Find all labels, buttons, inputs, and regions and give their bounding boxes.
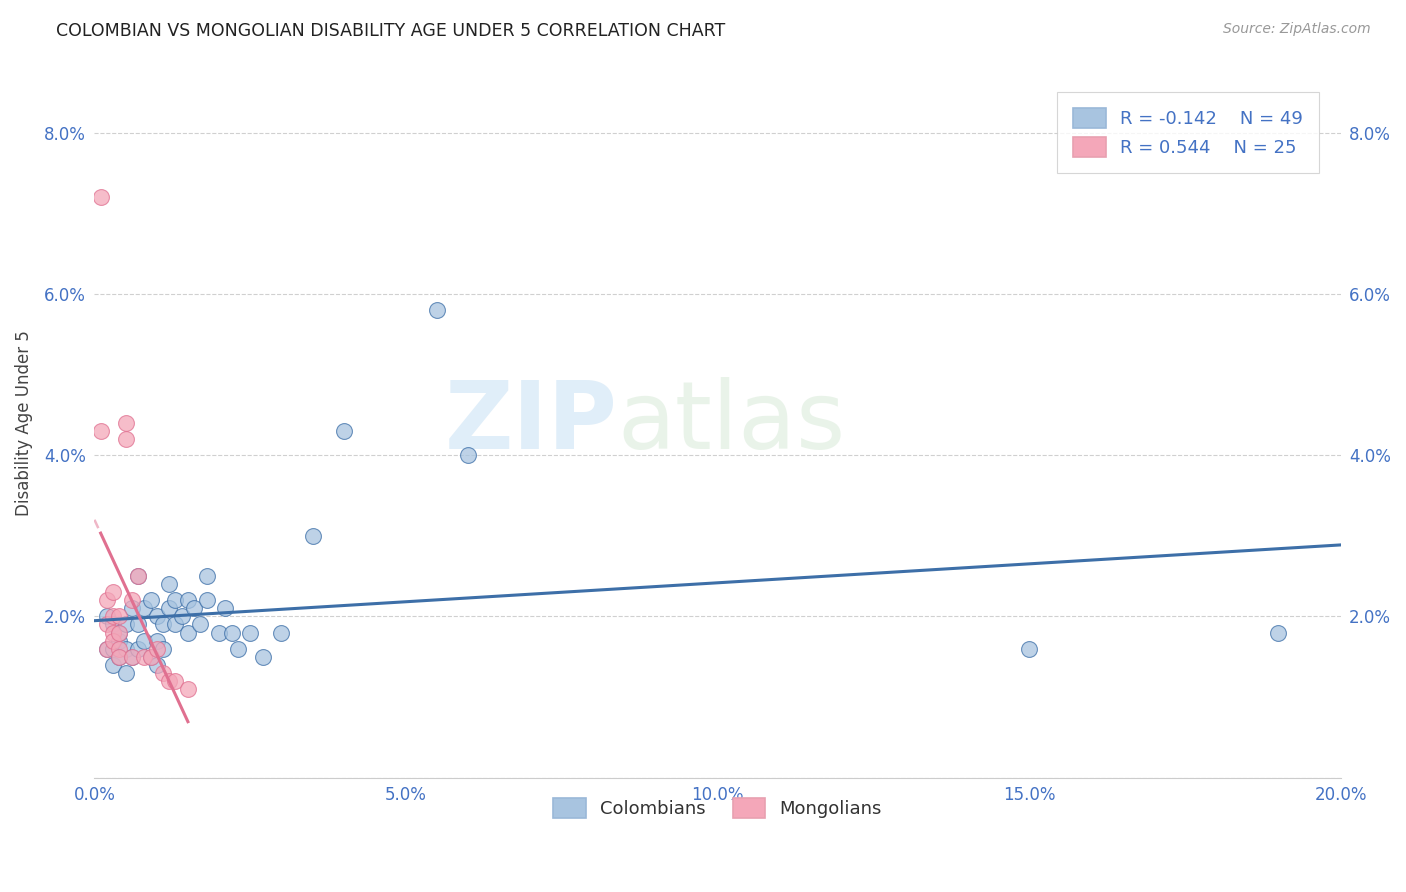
Point bbox=[195, 569, 218, 583]
Point bbox=[101, 585, 124, 599]
Point bbox=[127, 617, 149, 632]
Point bbox=[301, 529, 323, 543]
Point bbox=[157, 601, 180, 615]
Y-axis label: Disability Age Under 5: Disability Age Under 5 bbox=[15, 330, 32, 516]
Point bbox=[101, 609, 124, 624]
Point bbox=[139, 649, 162, 664]
Point bbox=[208, 625, 231, 640]
Point bbox=[145, 641, 167, 656]
Point bbox=[134, 601, 156, 615]
Point bbox=[108, 649, 131, 664]
Point bbox=[121, 593, 143, 607]
Point bbox=[96, 617, 118, 632]
Point bbox=[152, 665, 174, 680]
Point bbox=[127, 569, 149, 583]
Point bbox=[127, 569, 149, 583]
Point bbox=[134, 633, 156, 648]
Text: Source: ZipAtlas.com: Source: ZipAtlas.com bbox=[1223, 22, 1371, 37]
Point bbox=[221, 625, 243, 640]
Point bbox=[114, 617, 136, 632]
Point bbox=[177, 681, 200, 696]
Point bbox=[90, 424, 112, 438]
Point bbox=[96, 593, 118, 607]
Point bbox=[426, 303, 449, 318]
Point bbox=[108, 649, 131, 664]
Point bbox=[139, 593, 162, 607]
Point bbox=[190, 617, 212, 632]
Point bbox=[165, 593, 187, 607]
Point bbox=[101, 641, 124, 656]
Point bbox=[96, 609, 118, 624]
Point bbox=[170, 609, 193, 624]
Point bbox=[108, 633, 131, 648]
Point bbox=[183, 601, 205, 615]
Point bbox=[114, 432, 136, 446]
Point bbox=[114, 665, 136, 680]
Point bbox=[90, 190, 112, 204]
Point bbox=[134, 649, 156, 664]
Point bbox=[252, 649, 274, 664]
Point bbox=[108, 625, 131, 640]
Point bbox=[165, 617, 187, 632]
Point bbox=[114, 641, 136, 656]
Point bbox=[96, 641, 118, 656]
Point bbox=[96, 641, 118, 656]
Point bbox=[145, 609, 167, 624]
Point bbox=[1267, 625, 1289, 640]
Point bbox=[226, 641, 249, 656]
Point bbox=[101, 617, 124, 632]
Point bbox=[108, 641, 131, 656]
Point bbox=[114, 416, 136, 430]
Point bbox=[239, 625, 262, 640]
Text: COLOMBIAN VS MONGOLIAN DISABILITY AGE UNDER 5 CORRELATION CHART: COLOMBIAN VS MONGOLIAN DISABILITY AGE UN… bbox=[56, 22, 725, 40]
Point bbox=[121, 601, 143, 615]
Text: ZIP: ZIP bbox=[444, 377, 617, 469]
Point bbox=[152, 617, 174, 632]
Point bbox=[108, 625, 131, 640]
Point bbox=[332, 424, 354, 438]
Point bbox=[177, 593, 200, 607]
Point bbox=[270, 625, 292, 640]
Point bbox=[108, 609, 131, 624]
Legend: Colombians, Mongolians: Colombians, Mongolians bbox=[546, 791, 889, 825]
Text: atlas: atlas bbox=[617, 377, 846, 469]
Point bbox=[139, 649, 162, 664]
Point bbox=[195, 593, 218, 607]
Point bbox=[165, 673, 187, 688]
Point bbox=[177, 625, 200, 640]
Point bbox=[457, 448, 479, 462]
Point bbox=[145, 657, 167, 672]
Point bbox=[101, 633, 124, 648]
Point bbox=[101, 657, 124, 672]
Point bbox=[121, 649, 143, 664]
Point bbox=[214, 601, 236, 615]
Point bbox=[157, 577, 180, 591]
Point bbox=[127, 641, 149, 656]
Point bbox=[145, 633, 167, 648]
Point bbox=[157, 673, 180, 688]
Point bbox=[1018, 641, 1040, 656]
Point bbox=[152, 641, 174, 656]
Point bbox=[101, 625, 124, 640]
Point bbox=[121, 649, 143, 664]
